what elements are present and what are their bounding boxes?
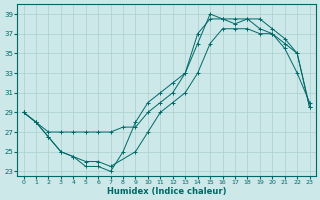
X-axis label: Humidex (Indice chaleur): Humidex (Indice chaleur) (107, 187, 226, 196)
